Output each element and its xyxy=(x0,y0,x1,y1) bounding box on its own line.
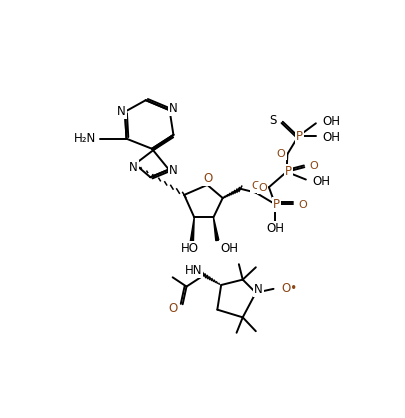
Text: S: S xyxy=(269,114,276,127)
Text: OH: OH xyxy=(321,115,339,128)
Text: O: O xyxy=(168,302,177,315)
Text: P: P xyxy=(273,198,279,211)
Text: H₂N: H₂N xyxy=(74,132,96,145)
Text: OH: OH xyxy=(321,131,339,144)
Text: HO: HO xyxy=(180,242,198,255)
Text: O: O xyxy=(297,200,306,210)
Text: O•: O• xyxy=(281,283,296,296)
Text: HN: HN xyxy=(184,264,201,277)
Text: N: N xyxy=(116,105,125,118)
Text: P: P xyxy=(296,130,303,143)
Text: O: O xyxy=(258,183,266,193)
Text: OH: OH xyxy=(220,242,238,255)
Text: O: O xyxy=(203,172,212,185)
Text: O: O xyxy=(309,161,318,171)
Text: N: N xyxy=(168,164,177,177)
Polygon shape xyxy=(213,217,218,241)
Text: N: N xyxy=(168,102,177,115)
Text: OH: OH xyxy=(266,222,284,235)
Text: P: P xyxy=(284,166,291,178)
Polygon shape xyxy=(190,217,194,241)
Text: O: O xyxy=(251,181,260,191)
Text: N: N xyxy=(253,283,262,296)
Text: N: N xyxy=(129,161,137,174)
Text: OH: OH xyxy=(311,175,329,189)
Text: O: O xyxy=(276,149,285,159)
